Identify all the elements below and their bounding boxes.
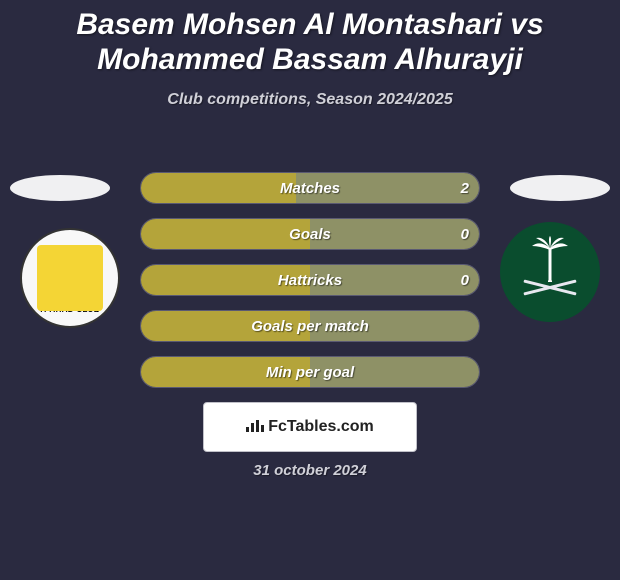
- subtitle: Club competitions, Season 2024/2025: [0, 91, 620, 109]
- page-title: Basem Mohsen Al Montashari vs Mohammed B…: [0, 0, 620, 77]
- bar-value-right: 0: [461, 265, 469, 295]
- bar-label: Matches: [141, 173, 479, 203]
- attribution-text: FcTables.com: [268, 418, 374, 436]
- bar-label: Hattricks: [141, 265, 479, 295]
- club-badge-left: ITTIHAD CLUB: [20, 228, 120, 328]
- bar-chart-icon: [246, 418, 264, 437]
- title-line1: Basem Mohsen Al Montashari vs: [76, 8, 543, 41]
- stat-bar-goals-per-match: Goals per match: [140, 310, 480, 342]
- bar-label: Goals per match: [141, 311, 479, 341]
- player-photo-left-placeholder: [10, 175, 110, 201]
- club-left-label: ITTIHAD CLUB: [22, 305, 118, 314]
- bar-label: Min per goal: [141, 357, 479, 387]
- date-text: 31 october 2024: [0, 462, 620, 479]
- crossed-swords-icon: [523, 278, 577, 298]
- player-photo-right-placeholder: [510, 175, 610, 201]
- attribution-badge: FcTables.com: [203, 402, 417, 452]
- palm-tree-icon: [530, 236, 570, 282]
- bar-label: Goals: [141, 219, 479, 249]
- club-badge-right: [500, 222, 600, 322]
- stat-bar-matches: Matches2: [140, 172, 480, 204]
- stat-bar-goals: Goals0: [140, 218, 480, 250]
- title-line2: Mohammed Bassam Alhurayji: [97, 43, 523, 76]
- bar-value-right: 0: [461, 219, 469, 249]
- stat-bar-hattricks: Hattricks0: [140, 264, 480, 296]
- stats-bars: Matches2Goals0Hattricks0Goals per matchM…: [140, 172, 480, 402]
- stat-bar-min-per-goal: Min per goal: [140, 356, 480, 388]
- bar-value-right: 2: [461, 173, 469, 203]
